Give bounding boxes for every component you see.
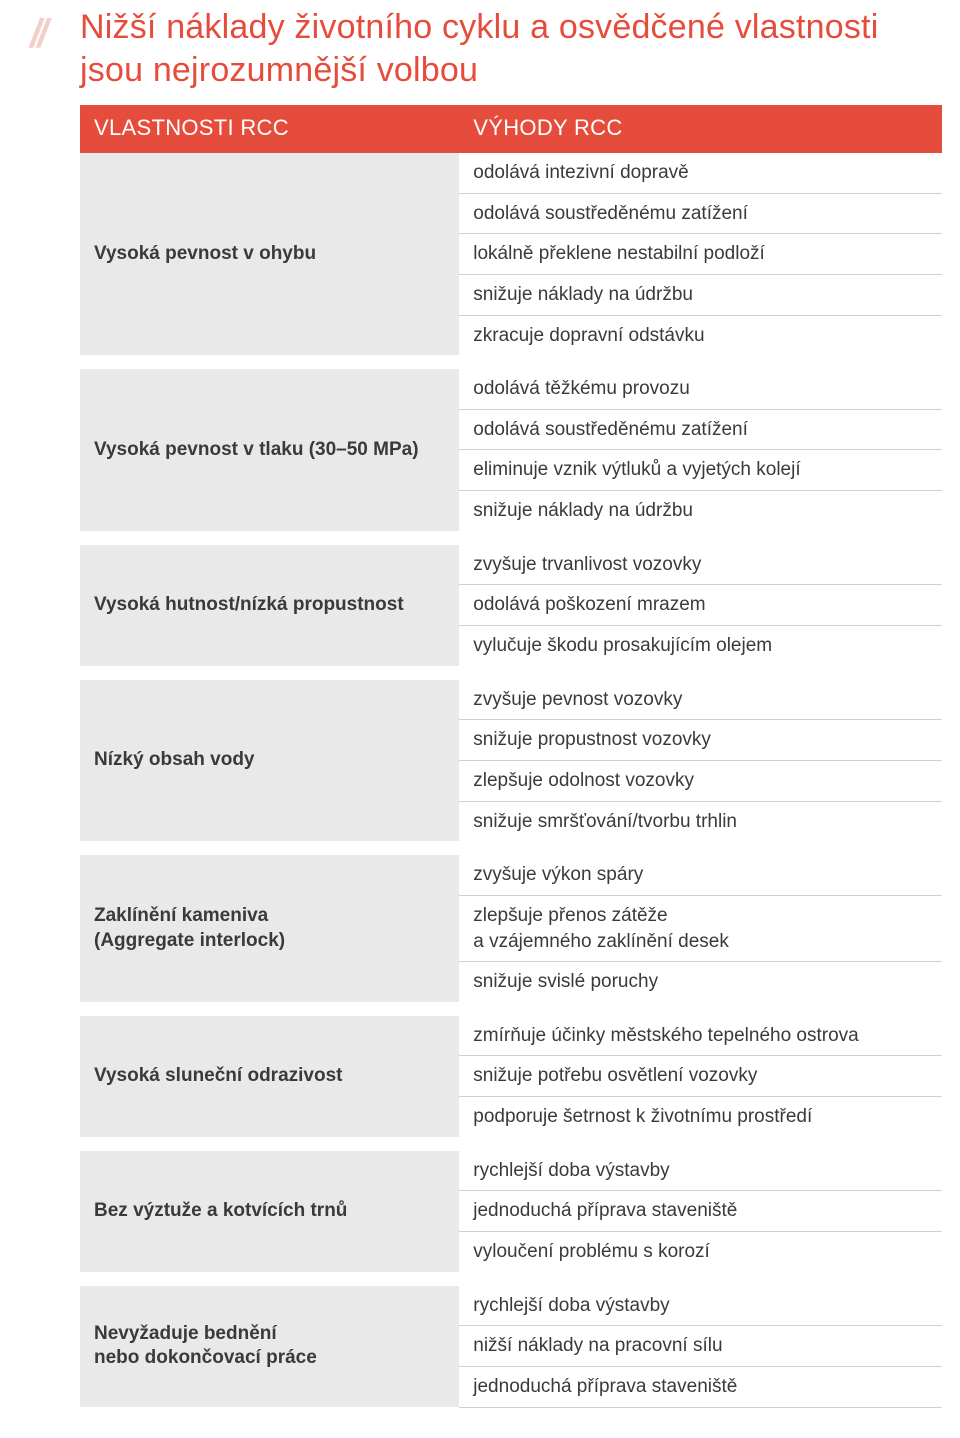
benefit-cell: zkracuje dopravní odstávku — [459, 315, 942, 362]
benefit-cell: lokálně překlene nestabilní podloží — [459, 234, 942, 275]
header-benefits: VÝHODY RCC — [459, 105, 942, 153]
property-cell: Zaklínění kameniva(Aggregate interlock) — [80, 848, 459, 1009]
properties-table: VLASTNOSTI RCC VÝHODY RCC Vysoká pevnost… — [80, 105, 942, 1408]
property-cell: Bez výztuže a kotvících trnů — [80, 1144, 459, 1279]
benefit-cell: jednoduchá příprava staveniště — [459, 1191, 942, 1232]
benefit-cell: rychlejší doba výstavby — [459, 1279, 942, 1326]
benefit-cell: odolává soustředěnému zatížení — [459, 193, 942, 234]
table-row: Vysoká hutnost/nízká propustnostzvyšuje … — [80, 538, 942, 585]
table-header-row: VLASTNOSTI RCC VÝHODY RCC — [80, 105, 942, 153]
benefit-cell: vylučuje škodu prosakujícím olejem — [459, 626, 942, 673]
benefit-cell: snižuje smršťování/tvorbu trhlin — [459, 801, 942, 848]
table-row: Vysoká sluneční odrazivostzmírňuje účink… — [80, 1009, 942, 1056]
benefit-cell: rychlejší doba výstavby — [459, 1144, 942, 1191]
benefit-cell: zvyšuje trvanlivost vozovky — [459, 538, 942, 585]
property-cell: Vysoká pevnost v tlaku (30–50 MPa) — [80, 362, 459, 538]
table-row: Nevyžaduje bedněnínebo dokončovací práce… — [80, 1279, 942, 1326]
benefit-cell: zlepšuje odolnost vozovky — [459, 760, 942, 801]
table-row: Vysoká pevnost v tlaku (30–50 MPa)odoláv… — [80, 362, 942, 409]
property-cell: Vysoká pevnost v ohybu — [80, 153, 459, 362]
table-row: Nízký obsah vodyzvyšuje pevnost vozovky — [80, 673, 942, 720]
property-cell: Nevyžaduje bedněnínebo dokončovací práce — [80, 1279, 459, 1407]
benefit-cell: snižuje potřebu osvětlení vozovky — [459, 1056, 942, 1097]
benefit-cell: vyloučení problému s korozí — [459, 1232, 942, 1279]
benefit-cell: podporuje šetrnost k životnímu prostředí — [459, 1097, 942, 1144]
benefit-cell: zvyšuje pevnost vozovky — [459, 673, 942, 720]
property-cell: Nízký obsah vody — [80, 673, 459, 849]
benefit-cell: odolává poškození mrazem — [459, 585, 942, 626]
benefit-cell: odolává soustředěnému zatížení — [459, 409, 942, 450]
benefit-cell: zmírňuje účinky městského tepelného ostr… — [459, 1009, 942, 1056]
benefit-cell: jednoduchá příprava staveniště — [459, 1366, 942, 1407]
table-row: Bez výztuže a kotvících trnůrychlejší do… — [80, 1144, 942, 1191]
benefit-cell: snižuje náklady na údržbu — [459, 491, 942, 538]
header-properties: VLASTNOSTI RCC — [80, 105, 459, 153]
benefit-cell: zvyšuje výkon spáry — [459, 848, 942, 895]
property-cell: Vysoká hutnost/nízká propustnost — [80, 538, 459, 673]
benefit-cell: snižuje propustnost vozovky — [459, 720, 942, 761]
benefit-cell: snižuje svislé poruchy — [459, 962, 942, 1009]
benefit-cell: snižuje náklady na údržbu — [459, 274, 942, 315]
slash-icon: // — [30, 14, 44, 54]
table-row: Vysoká pevnost v ohybuodolává intezivní … — [80, 153, 942, 193]
page: // Nižší náklady životního cyklu a osvěd… — [0, 6, 960, 1438]
benefit-cell: zlepšuje přenos zátěžea vzájemného zaklí… — [459, 895, 942, 961]
page-title: Nižší náklady životního cyklu a osvědčen… — [80, 6, 942, 91]
table-body: Vysoká pevnost v ohybuodolává intezivní … — [80, 153, 942, 1407]
benefit-cell: odolává intezivní dopravě — [459, 153, 942, 193]
benefit-cell: odolává těžkému provozu — [459, 362, 942, 409]
benefit-cell: nižší náklady na pracovní sílu — [459, 1326, 942, 1367]
property-cell: Vysoká sluneční odrazivost — [80, 1009, 459, 1144]
table-row: Zaklínění kameniva(Aggregate interlock)z… — [80, 848, 942, 895]
benefit-cell: eliminuje vznik výtluků a vyjetých kolej… — [459, 450, 942, 491]
